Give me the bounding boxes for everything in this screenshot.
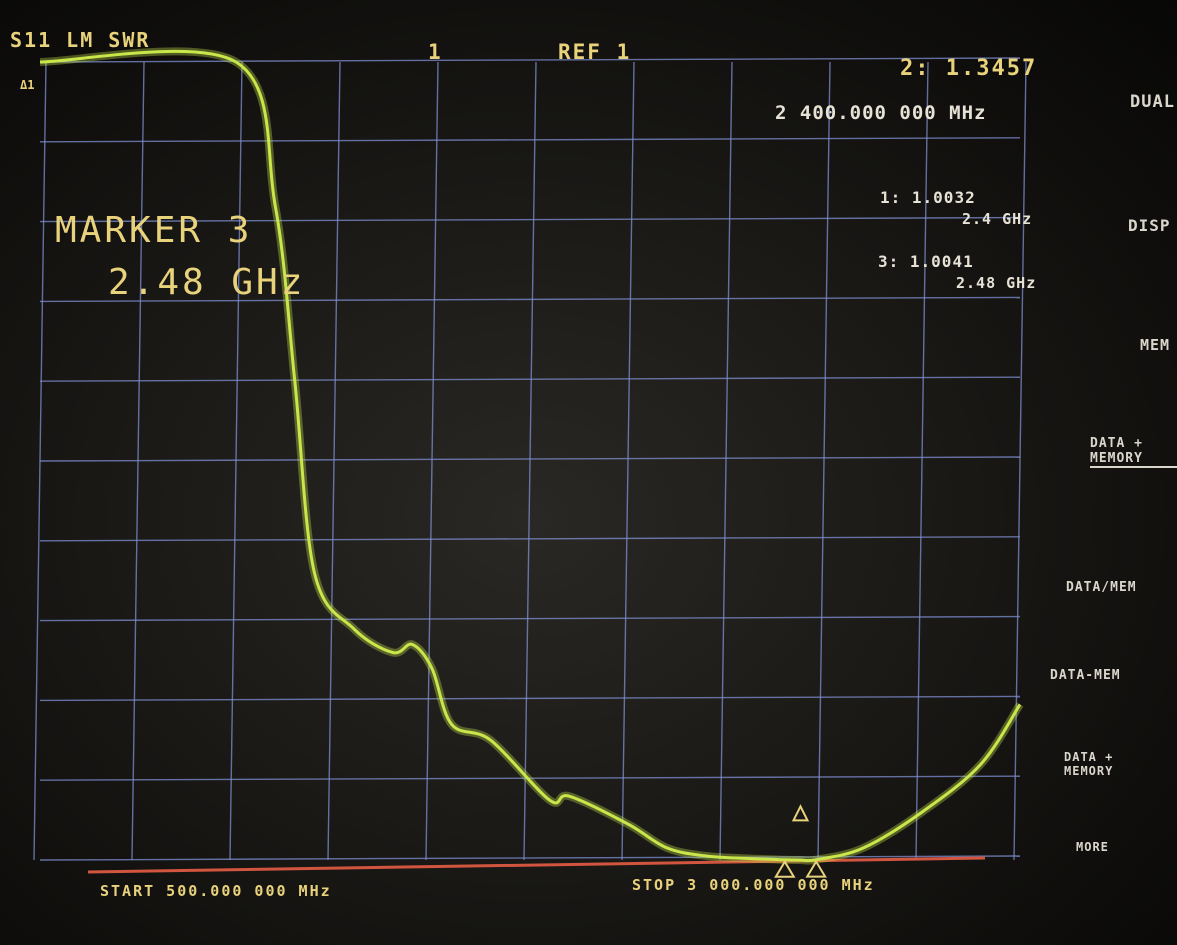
reference-line <box>87 856 986 874</box>
softkey-more[interactable]: MORE <box>1076 840 1109 854</box>
grid-horizontal-line <box>39 57 1021 63</box>
softkey-data-div-mem[interactable]: DATA/MEM <box>1066 580 1137 595</box>
start-frequency: START 500.000 000 MHz <box>100 882 332 900</box>
marker-1-value: 1: 1.0032 <box>880 188 976 207</box>
ref-label: REF 1 <box>558 40 632 64</box>
grid-vertical-line <box>817 61 831 861</box>
grid-horizontal-line <box>39 296 1021 303</box>
grid-horizontal-line <box>39 456 1021 462</box>
softkey-dual[interactable]: DUAL <box>1130 92 1175 112</box>
marker-2-symbol <box>791 804 810 822</box>
grid-vertical-line <box>327 61 341 861</box>
grid-vertical-line <box>229 61 243 861</box>
grid-vertical-line <box>621 61 635 861</box>
scale-label: Δ1 <box>20 78 35 92</box>
softkey-data-and-memory[interactable]: DATA + MEMORY <box>1064 750 1114 778</box>
grid-horizontal-line <box>39 855 1021 861</box>
grid-horizontal-line <box>39 775 1021 781</box>
softkey-display[interactable]: DISP <box>1128 216 1171 235</box>
marker-3-symbol <box>805 859 827 878</box>
grid-horizontal-line <box>39 137 1021 143</box>
active-marker-value: 2: 1.3457 <box>900 56 1038 81</box>
grid-vertical-line <box>915 61 929 861</box>
measurement-label: S11 LM SWR <box>10 28 151 52</box>
active-marker-number: 2: <box>900 56 946 81</box>
marker-symbols <box>774 804 827 878</box>
marker-1-frequency: 2.4 GHz <box>962 210 1033 228</box>
grid-horizontal-line <box>39 695 1021 702</box>
stop-frequency: STOP 3 000.000 000 MHz <box>632 876 875 894</box>
marker-1-symbol <box>774 859 796 878</box>
grid-horizontal-line <box>39 376 1021 382</box>
marker-readout-title: MARKER 3 <box>55 210 253 251</box>
grid-horizontal-line <box>39 216 1021 223</box>
grid-vertical-line <box>1013 61 1027 861</box>
grid-vertical-line <box>425 61 439 861</box>
marker-readout-frequency: 2.48 GHz <box>108 262 306 303</box>
softkey-memory[interactable]: MEM <box>1140 336 1171 354</box>
marker-2-frequency: 2 400.000 000 MHz <box>775 102 987 124</box>
marker-3-frequency: 2.48 GHz <box>956 274 1037 292</box>
marker-3-value: 3: 1.0041 <box>878 252 974 271</box>
grid-vertical-line <box>523 61 537 861</box>
channel-label: 1 <box>428 40 443 64</box>
softkey-data-minus-mem[interactable]: DATA-MEM <box>1050 668 1121 683</box>
softkey-data-to-memory[interactable]: DATA + MEMORY <box>1090 436 1177 468</box>
grid-vertical-line <box>719 61 733 861</box>
grid-horizontal-line <box>39 536 1021 542</box>
grid-horizontal-line <box>39 615 1021 622</box>
swr-trace <box>39 49 1022 863</box>
graticule <box>33 57 1027 861</box>
